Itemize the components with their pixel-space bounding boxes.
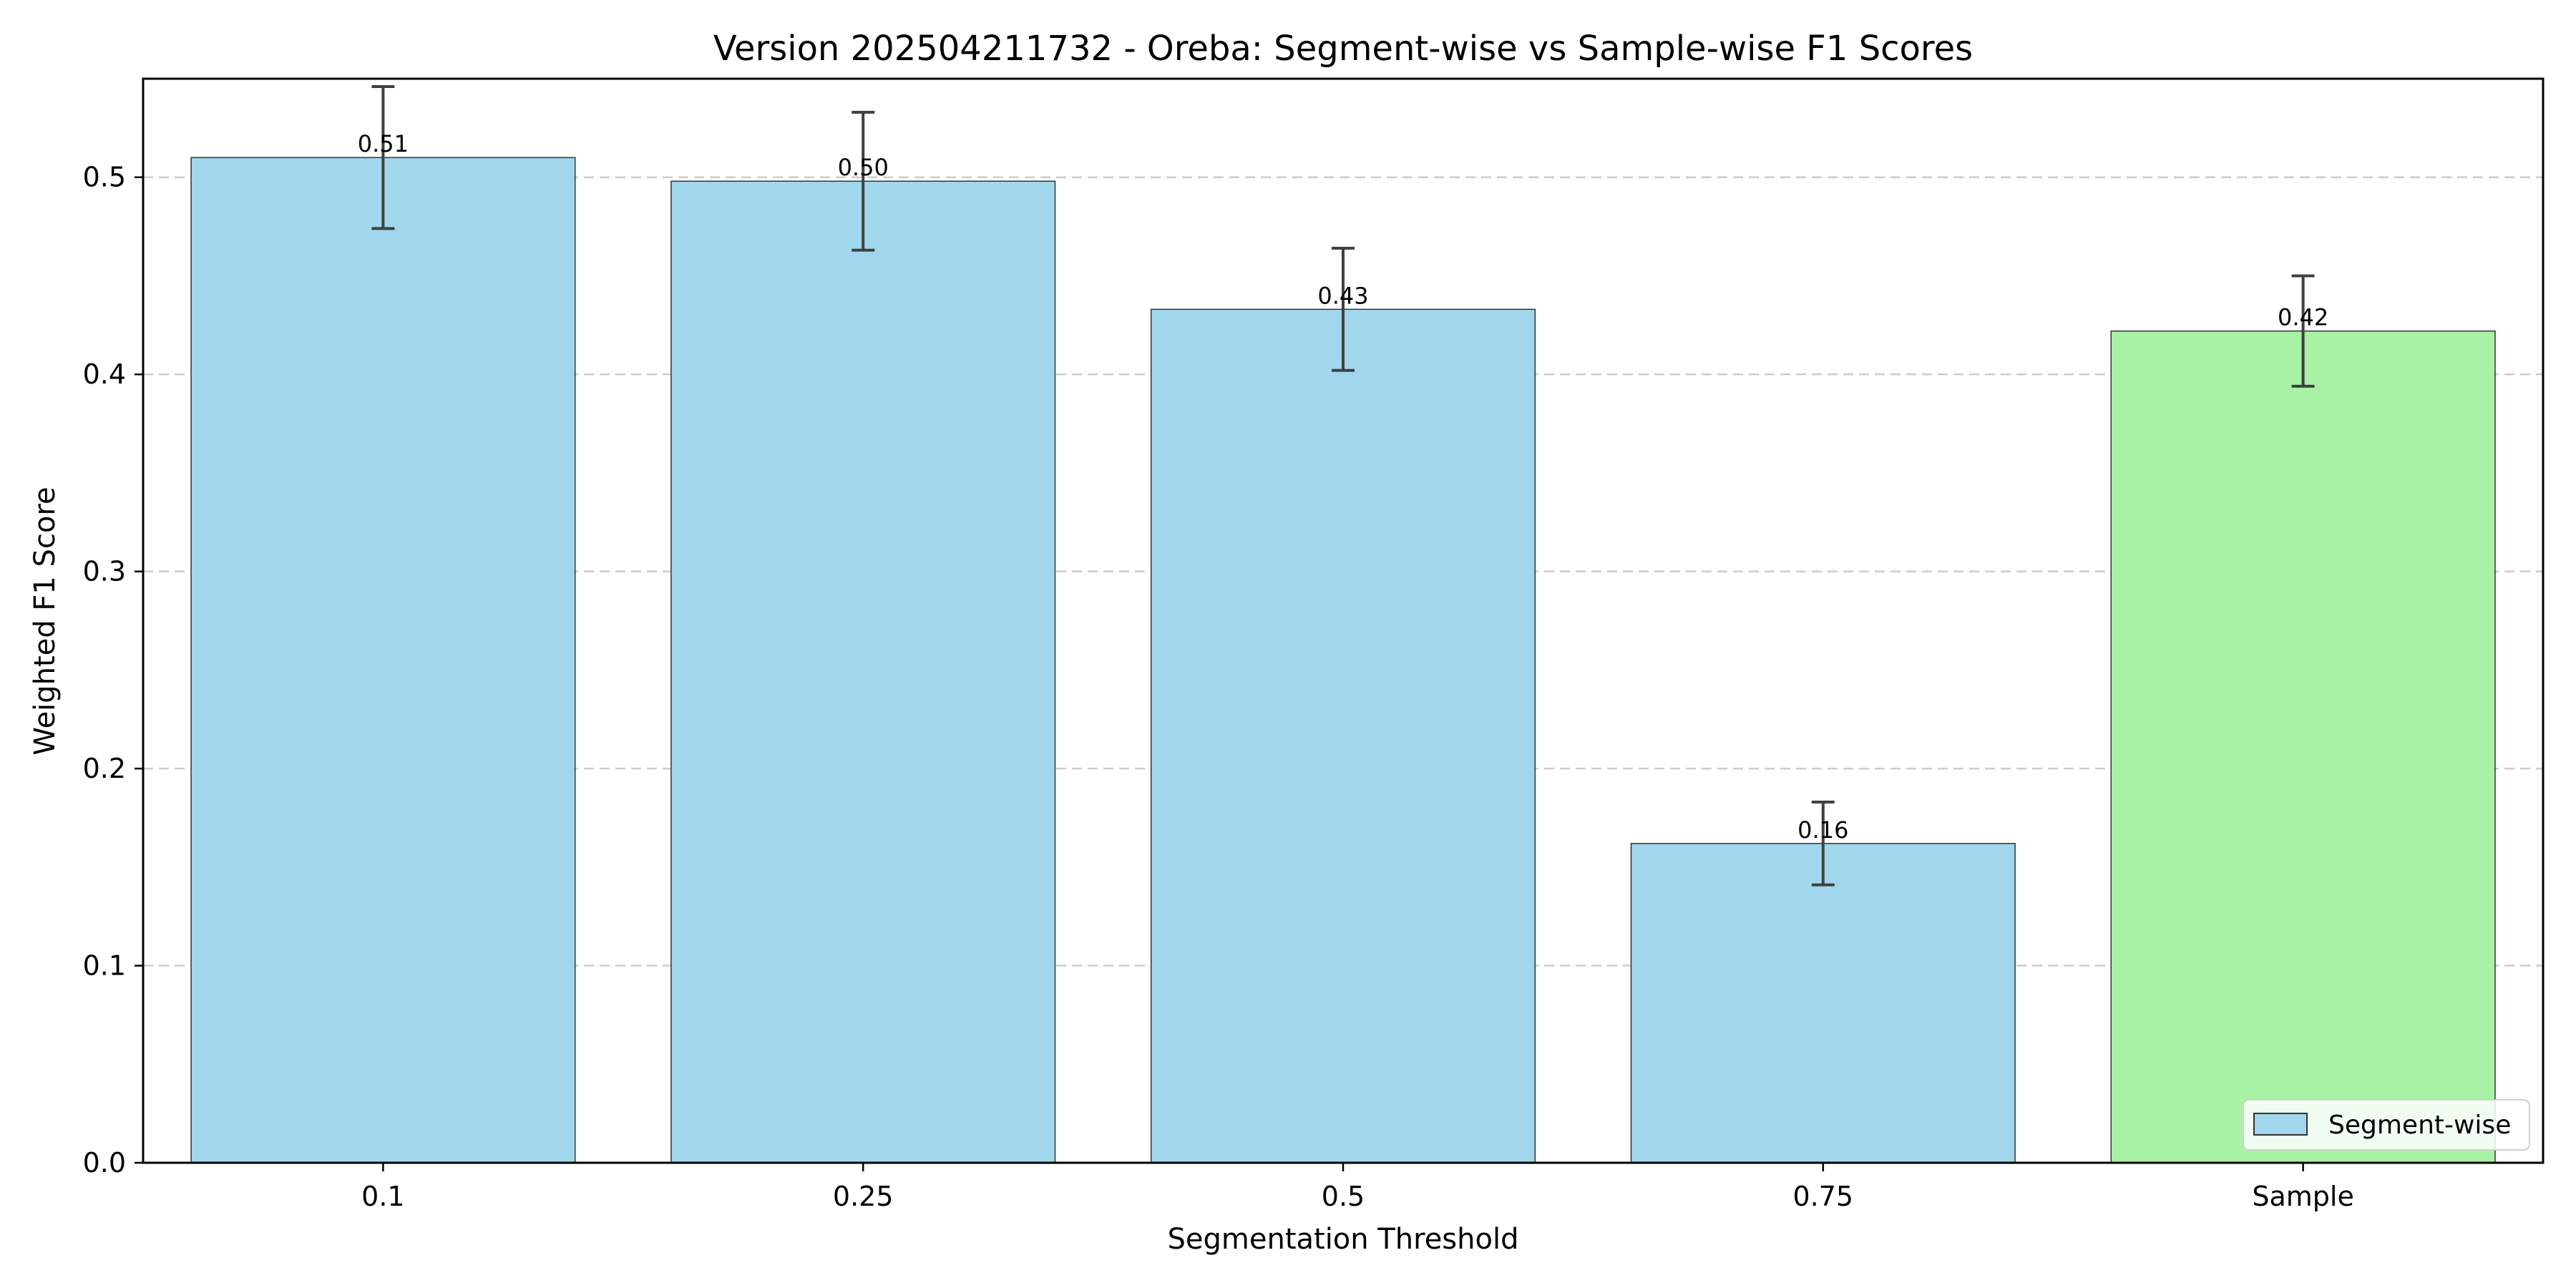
y-axis-ticks: 0.0 0.1 0.2 0.3 0.4 0.5 [83, 162, 143, 1179]
legend: Segment-wise [2243, 1099, 2530, 1151]
bar-0.75 [1630, 843, 2016, 1163]
data-label: 0.42 [2278, 304, 2328, 331]
bar-Sample [2110, 330, 2496, 1163]
x-axis-label: Segmentation Threshold [1168, 1223, 1519, 1256]
x-axis-ticks: 0.1 0.25 0.5 0.75 Sample [361, 1163, 2354, 1212]
x-tick-label: 0.75 [1792, 1181, 1853, 1212]
x-tick-label: 0.5 [1322, 1181, 1365, 1212]
y-tick-label: 0.3 [83, 556, 126, 587]
data-label: 0.16 [1797, 816, 1848, 844]
x-tick-label: Sample [2252, 1181, 2353, 1212]
legend-swatch [2253, 1113, 2308, 1136]
y-tick-label: 0.5 [83, 162, 126, 193]
y-axis-label: Weighted F1 Score [29, 487, 62, 755]
error-bars [371, 85, 2315, 887]
data-label: 0.43 [1317, 282, 1368, 309]
y-tick-label: 0.2 [83, 753, 126, 784]
legend-label: Segment-wise [2328, 1111, 2511, 1140]
data-labels: 0.51 0.50 0.43 0.16 0.42 [358, 130, 2328, 844]
bar-0.25 [670, 180, 1056, 1163]
bars [190, 157, 2496, 1163]
y-tick-label: 0.4 [83, 358, 126, 390]
y-tick-label: 0.0 [83, 1147, 126, 1179]
data-label: 0.51 [358, 130, 409, 157]
y-tick-label: 0.1 [83, 950, 126, 982]
chart-title: Version 202504211732 - Oreba: Segment-wi… [713, 29, 1973, 69]
x-tick-label: 0.1 [361, 1181, 404, 1212]
legend-box [2243, 1099, 2530, 1151]
data-label: 0.50 [838, 154, 889, 181]
x-tick-label: 0.25 [833, 1181, 894, 1212]
bar-0.5 [1150, 308, 1536, 1163]
bar-0.1 [190, 157, 576, 1163]
